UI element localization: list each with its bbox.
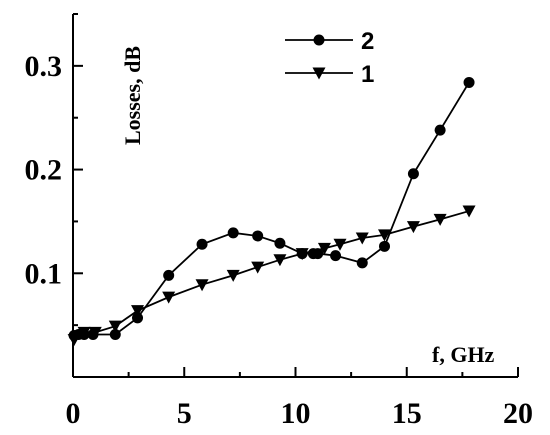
data-point-series-1: [251, 261, 265, 274]
data-point-series-1: [131, 305, 145, 318]
series-layer: [67, 76, 476, 347]
series-line-1: [73, 210, 470, 341]
data-point-series-2: [379, 240, 390, 252]
data-point-series-2: [356, 257, 368, 269]
data-point-series-1: [317, 242, 331, 255]
data-point-series-1: [108, 320, 122, 333]
data-point-series-2: [330, 250, 342, 262]
x-tick-label: 15: [392, 397, 422, 430]
y-axis-label: Losses, dB: [120, 46, 145, 145]
data-point-series-2: [252, 230, 264, 242]
series-1: [67, 205, 476, 347]
data-point-series-1: [433, 213, 447, 226]
data-point-series-2: [196, 238, 208, 250]
data-point-series-1: [162, 291, 176, 304]
legend-marker-1: [312, 67, 326, 80]
data-point-series-1: [462, 205, 476, 218]
legend-entry-2: 2: [285, 28, 374, 55]
data-point-series-1: [195, 279, 209, 292]
data-point-series-1: [406, 221, 420, 234]
data-point-series-1: [226, 269, 240, 282]
data-point-series-2: [163, 269, 175, 281]
data-point-series-2: [463, 76, 475, 88]
data-point-series-2: [434, 124, 446, 136]
data-point-series-2: [109, 328, 121, 340]
x-tick-label: 20: [503, 397, 533, 430]
data-point-series-1: [273, 254, 287, 267]
x-axis-label: f, GHz: [432, 342, 495, 367]
legend-label-2: 2: [361, 28, 374, 55]
legend: 21: [285, 28, 374, 88]
x-tick-label: 10: [281, 397, 311, 430]
data-point-series-1: [378, 229, 391, 242]
legend-entry-1: 1: [285, 61, 374, 88]
x-tick-label: 5: [177, 397, 192, 430]
axes: 0 5 10 15 20 0.1 0.2 0.3: [25, 13, 533, 430]
x-tick-label: 0: [66, 397, 81, 430]
data-point-series-2: [407, 168, 419, 180]
data-point-series-1: [295, 248, 309, 261]
legend-label-1: 1: [361, 61, 374, 88]
y-tick-label: 0.3: [25, 50, 63, 83]
legend-marker-2: [313, 34, 325, 46]
data-point-series-2: [132, 312, 144, 324]
data-point-series-2: [227, 227, 239, 239]
data-point-series-1: [355, 232, 369, 245]
data-point-series-1: [333, 238, 347, 251]
y-tick-label: 0.1: [25, 257, 63, 290]
data-point-series-1: [67, 334, 81, 347]
y-tick-label: 0.2: [25, 154, 63, 187]
data-point-series-1: [77, 326, 91, 339]
data-point-series-2: [274, 237, 286, 249]
data-point-series-1: [88, 326, 102, 339]
